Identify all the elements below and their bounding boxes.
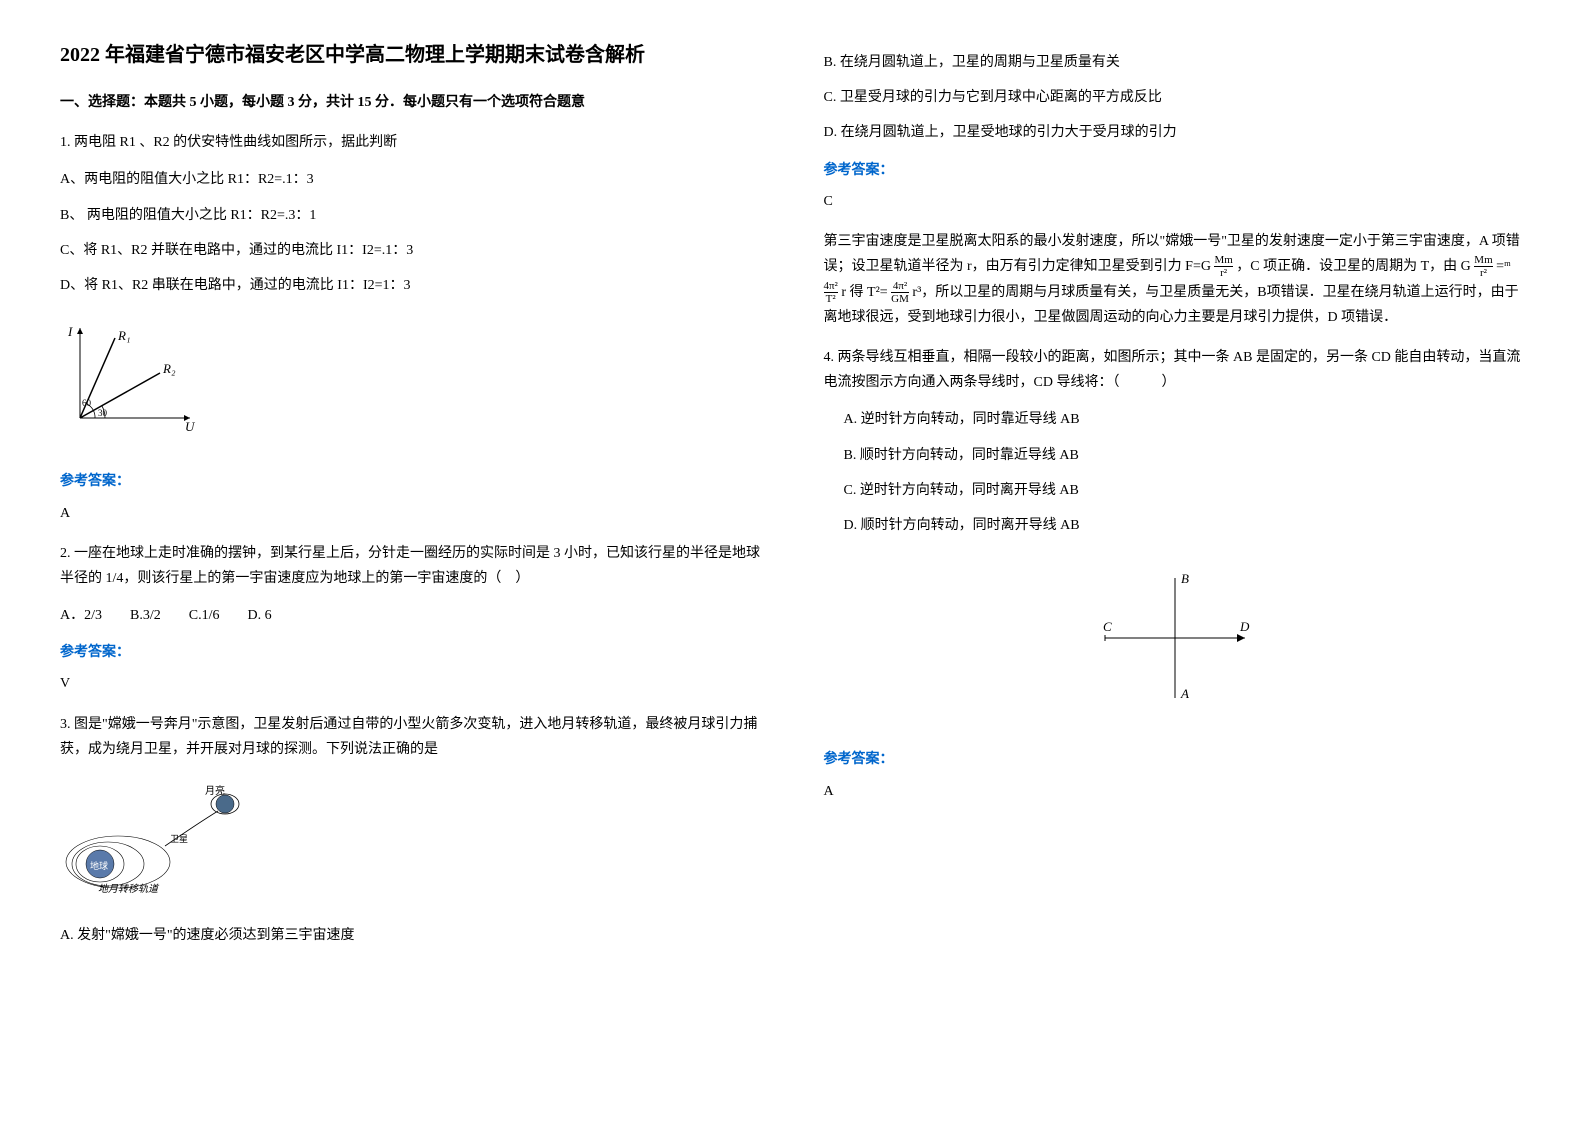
question-2-stem: 2. 一座在地球上走时准确的摆钟，到某行星上后，分针走一圈经历的实际时间是 3 … xyxy=(60,541,764,591)
y-axis-label: I xyxy=(67,324,73,339)
x-axis-label: U xyxy=(185,419,196,434)
q2-answer: V xyxy=(60,671,764,696)
frac-r2-1: r² xyxy=(1214,266,1232,279)
exp-part3: r 得 T²= xyxy=(838,285,891,300)
q3-option-c: C. 卫星受月球的引力与它到月球中心距离的平方成反比 xyxy=(824,85,1528,110)
q4-option-a: A. 逆时针方向转动，同时靠近导线 AB xyxy=(824,407,1528,432)
q1-option-d: D、将 R1、R2 串联在电路中，通过的电流比 I1：I2=1：3 xyxy=(60,273,764,298)
orbit-text: 地月转移轨道 xyxy=(98,883,160,894)
label-b: B xyxy=(1181,571,1189,586)
frac-mm-2: Mm xyxy=(1474,254,1492,266)
q1-answer: A xyxy=(60,501,764,526)
line-r2-label: R₂ xyxy=(162,361,176,376)
exp-eq: =ᵐ xyxy=(1493,259,1511,274)
q3-answer-label: 参考答案： xyxy=(824,158,1528,183)
frac-r2-2: r² xyxy=(1474,266,1492,279)
angle-30: 30 xyxy=(98,408,108,418)
q3-option-b: B. 在绕月圆轨道上，卫星的周期与卫星质量有关 xyxy=(824,50,1528,75)
earth-label: 地球 xyxy=(90,860,108,871)
question-4-stem: 4. 两条导线互相垂直，相隔一段较小的距离，如图所示；其中一条 AB 是固定的，… xyxy=(824,345,1528,395)
label-c: C xyxy=(1103,619,1112,634)
q4-option-c: C. 逆时针方向转动，同时离开导线 AB xyxy=(824,478,1528,503)
q3-option-d: D. 在绕月圆轨道上，卫星受地球的引力大于受月球的引力 xyxy=(824,120,1528,145)
angle-60: 60 xyxy=(82,398,92,408)
q2-answer-label: 参考答案： xyxy=(60,640,764,665)
q3-explanation: 第三宇宙速度是卫星脱离太阳系的最小发射速度，所以"嫦娥一号"卫星的发射速度一定小… xyxy=(824,229,1528,330)
label-a: A xyxy=(1180,686,1189,701)
moon-label: 月亮 xyxy=(205,784,225,797)
q4-answer: A xyxy=(824,779,1528,804)
frac-t2: T² xyxy=(824,292,838,305)
exp-part2: ，C 项正确．设卫星的周期为 T，由 G xyxy=(1233,259,1475,274)
q1-option-c: C、将 R1、R2 并联在电路中，通过的电流比 I1：I2=.1：3 xyxy=(60,238,764,263)
q2-options: A．2/3 B.3/2 C.1/6 D. 6 xyxy=(60,603,764,628)
q3-answer: C xyxy=(824,189,1528,214)
frac-gm: GM xyxy=(891,292,909,305)
line-r1-label: R₁ xyxy=(117,328,130,343)
q1-option-a: A、两电阻的阻值大小之比 R1：R2=.1：3 xyxy=(60,167,764,192)
q4-option-d: D. 顺时针方向转动，同时离开导线 AB xyxy=(824,513,1528,538)
label-d: D xyxy=(1239,619,1250,634)
section-header: 一、选择题：本题共 5 小题，每小题 3 分，共计 15 分．每小题只有一个选项… xyxy=(60,90,764,115)
q1-answer-label: 参考答案： xyxy=(60,469,764,494)
q3-orbit-diagram: 月亮 地球 卫星 地月转移轨道 xyxy=(60,784,260,903)
q4-wire-diagram: B A C D xyxy=(824,563,1528,722)
frac-mm-1: Mm xyxy=(1214,254,1232,266)
q4-answer-label: 参考答案： xyxy=(824,747,1528,772)
question-3-stem: 3. 图是"嫦娥一号奔月"示意图，卫星发射后通过自带的小型火箭多次变轨，进入地月… xyxy=(60,712,764,762)
question-1-stem: 1. 两电阻 R1 、R2 的伏安特性曲线如图所示，据此判断 xyxy=(60,130,764,155)
frac-4pi2-1: 4π² xyxy=(824,280,838,292)
q1-iv-graph: I U R₁ R₂ 60 30 xyxy=(60,318,200,447)
exp-part4: r³，所以卫星的周期与月球质量有关，与卫星质量无关，B项错误．卫星在绕月轨道上运… xyxy=(824,285,1519,325)
q3-option-a: A. 发射"嫦娥一号"的速度必须达到第三宇宙速度 xyxy=(60,923,764,948)
exam-title: 2022 年福建省宁德市福安老区中学高二物理上学期期末试卷含解析 xyxy=(60,40,764,70)
frac-4pi2-2: 4π² xyxy=(893,280,907,292)
satellite-label: 卫星 xyxy=(170,834,188,844)
q4-option-b: B. 顺时针方向转动，同时靠近导线 AB xyxy=(824,443,1528,468)
q1-option-b: B、 两电阻的阻值大小之比 R1：R2=.3：1 xyxy=(60,203,764,228)
